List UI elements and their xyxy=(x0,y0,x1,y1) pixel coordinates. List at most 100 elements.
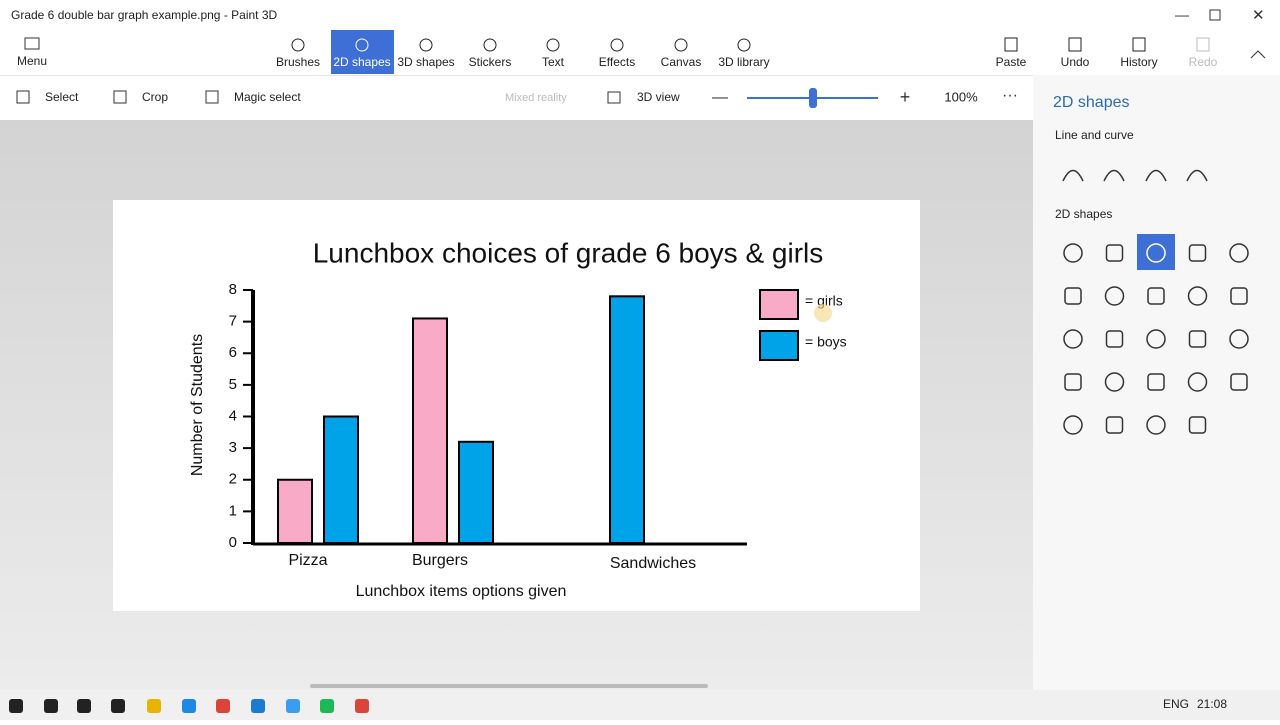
zoom-thumb[interactable] xyxy=(809,88,817,108)
menu-icon[interactable] xyxy=(24,37,40,50)
shape-tool[interactable] xyxy=(1063,329,1083,349)
selected-shape[interactable] xyxy=(1137,234,1175,270)
chart-title: Lunchbox choices of grade 6 boys & girls xyxy=(313,237,824,268)
taskbar-icon[interactable] xyxy=(9,699,23,713)
tab-label[interactable]: Text xyxy=(542,55,565,69)
action-label[interactable]: Paste xyxy=(996,55,1027,69)
tool-icon[interactable] xyxy=(113,90,127,104)
tool-label[interactable]: Crop xyxy=(142,90,168,104)
tab-icon[interactable] xyxy=(483,38,497,52)
view-3d[interactable]: 3D view xyxy=(637,90,680,104)
y-tick-label: 7 xyxy=(229,313,237,330)
more[interactable]: ··· xyxy=(1002,87,1018,104)
zoom-level: 100% xyxy=(944,89,978,104)
shape-tool[interactable] xyxy=(1064,373,1082,391)
shape-tool[interactable] xyxy=(1188,244,1207,262)
curve-tool[interactable] xyxy=(1062,169,1084,182)
shape-tool[interactable] xyxy=(1063,243,1083,263)
cursor xyxy=(814,304,832,322)
tab-label[interactable]: Stickers xyxy=(469,55,512,69)
taskbar-icon[interactable] xyxy=(44,699,58,713)
maximize[interactable] xyxy=(1209,9,1221,21)
tab-label[interactable]: Effects xyxy=(599,55,635,69)
shape-tool[interactable] xyxy=(1105,416,1124,434)
tab-icon[interactable] xyxy=(419,38,433,52)
legend-label: = boys xyxy=(805,334,847,350)
tab-label[interactable]: 3D library xyxy=(718,55,769,69)
tab-icon[interactable] xyxy=(546,38,560,52)
taskbar-icon[interactable] xyxy=(286,699,300,713)
shape-tool[interactable] xyxy=(1187,286,1208,306)
shape-tool[interactable] xyxy=(1104,286,1125,306)
tab-label[interactable]: Brushes xyxy=(276,55,320,69)
tab-label[interactable]: 2D shapes xyxy=(333,55,390,69)
tab-label[interactable]: Canvas xyxy=(661,55,702,69)
panel-section: Line and curve xyxy=(1055,128,1134,142)
taskbar-icon[interactable] xyxy=(77,699,91,713)
shape-tool[interactable] xyxy=(1230,287,1248,305)
taskbar-icon[interactable] xyxy=(251,699,265,713)
action-icon[interactable] xyxy=(1068,37,1082,52)
close[interactable]: ✕ xyxy=(1252,7,1265,24)
curve-tool[interactable] xyxy=(1145,169,1167,182)
action-icon[interactable] xyxy=(1132,37,1146,52)
tab-icon[interactable] xyxy=(737,38,751,52)
taskbar-icon[interactable] xyxy=(182,699,196,713)
zoom-out[interactable]: — xyxy=(712,89,728,106)
view-icon[interactable] xyxy=(607,91,621,104)
zoom-in[interactable]: + xyxy=(900,87,911,107)
minimize[interactable]: — xyxy=(1175,7,1189,23)
shape-tool[interactable] xyxy=(1188,330,1207,348)
shape-tool[interactable] xyxy=(1187,372,1208,392)
shape-tool[interactable] xyxy=(1229,329,1249,349)
shape-tool[interactable] xyxy=(1104,372,1125,392)
tool-icon[interactable] xyxy=(16,90,30,104)
active-tab xyxy=(331,30,394,74)
action-label[interactable]: Undo xyxy=(1061,55,1090,69)
y-tick-label: 3 xyxy=(229,439,237,456)
shape-tool[interactable] xyxy=(1188,416,1207,434)
tab-icon[interactable] xyxy=(674,38,688,52)
collapse[interactable] xyxy=(1250,50,1266,59)
shape-tool[interactable] xyxy=(1063,415,1083,435)
shape-tool[interactable] xyxy=(1146,243,1166,263)
legend-swatch xyxy=(759,289,799,320)
shape-tool[interactable] xyxy=(1146,329,1166,349)
shape-tool[interactable] xyxy=(1105,244,1124,262)
y-tick-label: 2 xyxy=(229,471,237,488)
y-tick-label: 6 xyxy=(229,344,237,361)
shape-tool[interactable] xyxy=(1146,415,1166,435)
action-label[interactable]: History xyxy=(1120,55,1157,69)
tab-label[interactable]: 3D shapes xyxy=(397,55,454,69)
action-icon[interactable] xyxy=(1004,37,1018,52)
action-icon[interactable] xyxy=(1196,37,1210,52)
tool-label[interactable]: Magic select xyxy=(234,90,301,104)
shape-tool[interactable] xyxy=(1229,243,1249,263)
curve-tool[interactable] xyxy=(1103,169,1125,182)
curve-tool[interactable] xyxy=(1186,169,1208,182)
scrollbar[interactable] xyxy=(310,684,708,688)
menu[interactable]: Menu xyxy=(17,54,47,68)
shape-tool[interactable] xyxy=(1064,287,1082,305)
bar xyxy=(277,478,313,544)
taskbar-icon[interactable] xyxy=(355,699,369,713)
shape-tool[interactable] xyxy=(1147,373,1165,391)
taskbar-icon[interactable] xyxy=(147,699,161,713)
taskbar-icon[interactable] xyxy=(216,699,230,713)
shape-tool[interactable] xyxy=(1230,373,1248,391)
tab-icon[interactable] xyxy=(355,38,369,52)
tab-icon[interactable] xyxy=(291,38,305,52)
taskbar-icon[interactable] xyxy=(111,699,125,713)
action-label[interactable]: Redo xyxy=(1189,55,1218,69)
shape-tool[interactable] xyxy=(1147,287,1165,305)
taskbar-icon[interactable] xyxy=(320,699,334,713)
bar xyxy=(323,415,359,544)
shape-tool[interactable] xyxy=(1105,330,1124,348)
tab-icon[interactable] xyxy=(610,38,624,52)
x-axis-label: Lunchbox items options given xyxy=(356,583,567,600)
tool-icon[interactable] xyxy=(205,90,219,104)
tool-label[interactable]: Select xyxy=(45,90,79,104)
mixed-reality: Mixed reality xyxy=(505,92,567,104)
